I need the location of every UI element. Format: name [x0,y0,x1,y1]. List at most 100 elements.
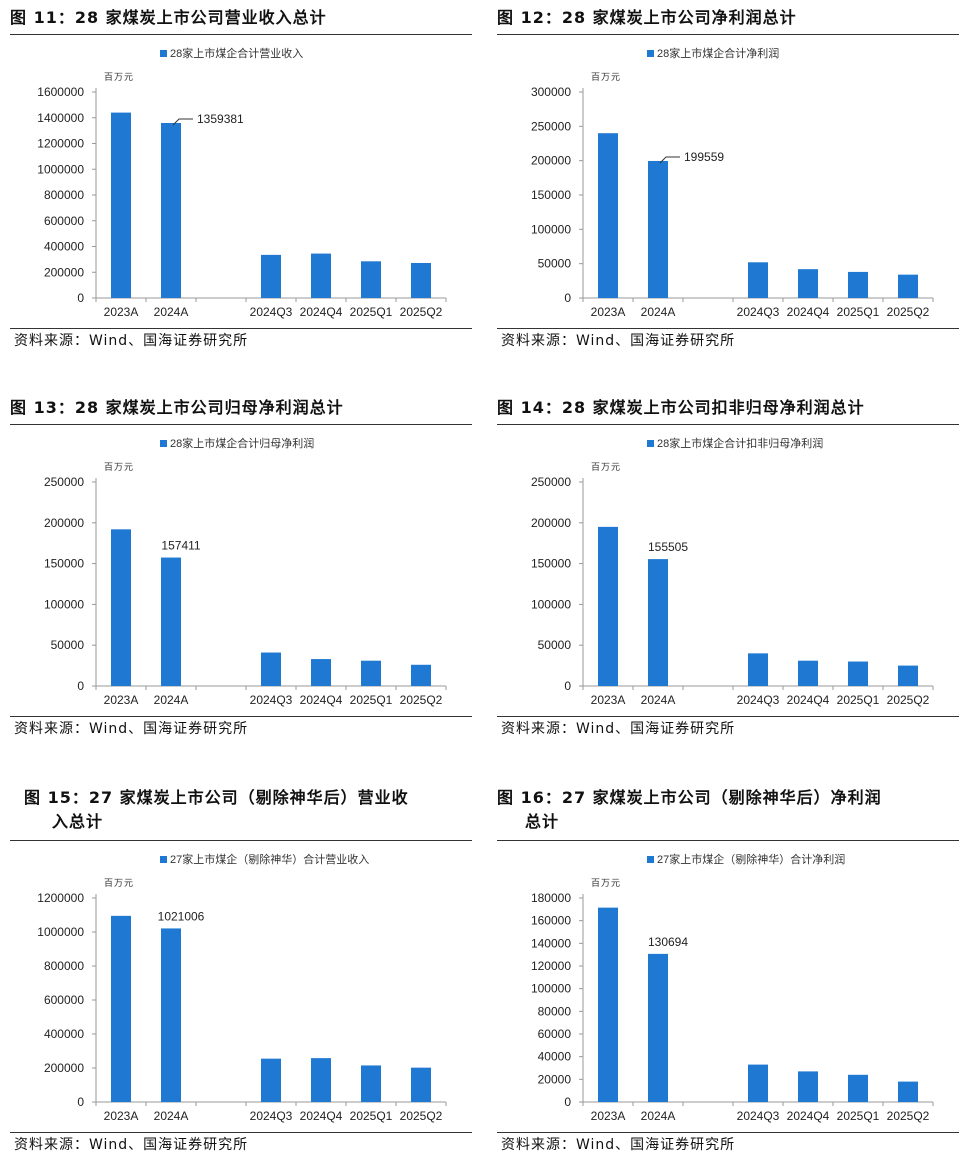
source-note: 资料来源：Wind、国海证券研究所 [14,721,249,737]
y-tick-label: 200000 [44,1061,84,1075]
bar [411,664,431,686]
y-tick-label: 0 [77,679,84,693]
figure-12-panel: 图 12：28 家煤炭上市公司净利润总计 28家上市煤企合计净利润 百万元 0 500… [497,0,968,350]
unit-label: 百万元 [104,878,134,888]
x-tick-label: 2023A [591,305,626,319]
bar [648,160,668,298]
source-note: 资料来源：Wind、国海证券研究所 [14,333,249,349]
figure-label: 图 11： [10,8,75,27]
x-tick-label: 2024A [641,693,676,707]
y-tick-label: 1200000 [37,891,84,905]
x-tick-label: 2024Q3 [250,1109,293,1123]
y-tick-label: 1000000 [37,162,84,176]
source-rule [497,716,959,717]
bar [361,1065,381,1102]
bar [748,1064,768,1102]
bar [411,1067,431,1102]
bar [161,557,181,686]
y-tick-label: 0 [77,1095,84,1109]
figure-14-panel: 图 14：28 家煤炭上市公司扣非归母净利润总计 28家上市煤企合计扣非归母净利… [497,390,968,740]
y-tick-label: 150000 [531,188,571,202]
bar [261,254,281,298]
y-tick-label: 20000 [538,1072,572,1086]
figure-title-text: 28 家煤炭上市公司营业收入总计 [74,8,327,27]
figure-title: 图 14：28 家煤炭上市公司扣非归母净利润总计 [497,396,968,420]
source-rule [10,1132,472,1133]
figure-title: 图 11：28 家煤炭上市公司营业收入总计 [10,6,484,30]
y-tick-label: 200000 [44,516,84,530]
x-tick-label: 2024A [154,1109,189,1123]
y-tick-label: 1200000 [37,137,84,151]
figure-15-panel: 图 15：27 家煤炭上市公司（剔除神华后）营业收 入总计 27家上市煤企（剔除… [10,780,484,1168]
title-rule [10,34,472,35]
source-note: 资料来源：Wind、国海证券研究所 [501,333,736,349]
x-tick-label: 2025Q2 [887,693,930,707]
figure-title-line2: 入总计 [52,812,104,831]
title-rule [10,840,472,841]
y-tick-label: 800000 [44,188,84,202]
x-tick-label: 2024Q3 [737,693,780,707]
figure-16-panel: 图 16：27 家煤炭上市公司（剔除神华后）净利润 总计 27家上市煤企（剔除神… [497,780,968,1168]
title-rule [497,424,959,425]
figure-label: 图 15： [24,788,89,807]
y-tick-label: 50000 [538,257,572,271]
x-tick-label: 2024A [154,693,189,707]
bar [111,112,131,298]
x-tick-label: 2024Q4 [300,1109,343,1123]
legend-swatch [647,440,654,447]
source-note: 资料来源：Wind、国海证券研究所 [14,1137,249,1153]
bar [748,262,768,298]
y-tick-label: 800000 [44,959,84,973]
y-tick-label: 0 [564,1095,571,1109]
data-label-leader [172,118,193,126]
x-tick-label: 2025Q1 [837,693,880,707]
y-tick-label: 120000 [531,959,571,973]
x-tick-label: 2024Q4 [787,1109,830,1123]
bar [748,653,768,686]
y-tick-label: 50000 [538,638,572,652]
bar [648,953,668,1102]
bar [161,928,181,1102]
bar [898,665,918,686]
data-label: 155505 [648,540,688,554]
legend-swatch [160,50,167,57]
y-tick-label: 180000 [531,891,571,905]
x-tick-label: 2024A [154,305,189,319]
unit-label: 百万元 [104,72,134,82]
x-tick-label: 2025Q2 [400,693,443,707]
bar [161,122,181,298]
bar [598,133,618,298]
y-tick-label: 100000 [531,222,571,236]
data-label: 1359381 [197,112,244,126]
y-tick-label: 0 [564,291,571,305]
legend-swatch [160,440,167,447]
bar [261,1058,281,1102]
legend-label: 27家上市煤企（剔除神华）合计营业收入 [170,852,369,866]
y-tick-label: 140000 [531,936,571,950]
source-rule [497,328,959,329]
x-tick-label: 2024Q4 [787,693,830,707]
legend-label: 28家上市煤企合计净利润 [657,46,779,60]
y-tick-label: 60000 [538,1027,572,1041]
bar [798,1071,818,1102]
unit-label: 百万元 [591,878,621,888]
y-tick-label: 100000 [531,597,571,611]
data-label: 130694 [648,935,688,949]
y-tick-label: 600000 [44,214,84,228]
y-tick-label: 250000 [531,475,571,489]
x-tick-label: 2024A [641,1109,676,1123]
bar [848,661,868,686]
x-tick-label: 2025Q2 [400,305,443,319]
legend-label: 28家上市煤企合计营业收入 [170,46,303,60]
title-rule [10,424,472,425]
source-rule [10,716,472,717]
figure-title: 图 12：28 家煤炭上市公司净利润总计 [497,6,968,30]
bar [311,253,331,298]
data-label-leader [659,156,680,164]
x-tick-label: 2024Q3 [737,305,780,319]
bar [898,274,918,298]
